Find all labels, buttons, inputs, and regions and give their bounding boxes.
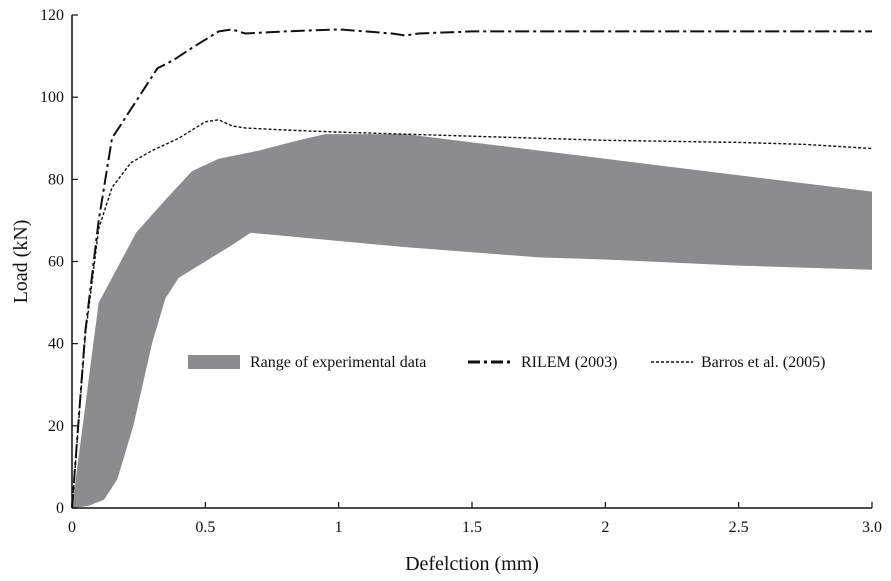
series-line-rilem (71, 28, 872, 509)
ticks-layer: 0 0.5 1 1.5 2 2.5 3.0 0 20 40 60 80 100 120 (40, 7, 882, 536)
y-tick-label: 120 (40, 7, 64, 24)
x-axis-title: Defelction (mm) (405, 553, 539, 575)
y-tick-label: 100 (40, 89, 64, 106)
x-tick-label: 1.5 (462, 519, 482, 536)
y-tick-label: 20 (48, 418, 64, 435)
x-tick-label: 2.5 (729, 519, 749, 536)
y-tick-label: 0 (56, 500, 64, 517)
x-tick-label: 0 (68, 519, 76, 536)
y-tick-label: 60 (48, 254, 64, 271)
legend-label-experimental-range: Range of experimental data (250, 354, 426, 371)
x-tick-label: 0.5 (195, 519, 215, 536)
y-tick-label: 40 (48, 336, 64, 353)
experimental-range-band-layer (72, 134, 872, 508)
series-line-barros (71, 119, 873, 509)
y-tick-label: 80 (48, 171, 64, 188)
x-tick-label: 1 (335, 519, 343, 536)
legend-swatch-experimental-range (188, 355, 240, 369)
legend-label-barros: Barros et al. (2005) (701, 354, 825, 371)
legend: Range of experimental data RILEM (2003) … (188, 354, 825, 371)
y-axis-title: Load (kN) (10, 220, 32, 304)
series-layer (71, 28, 873, 509)
x-tick-label: 3.0 (862, 519, 882, 536)
x-tick-label: 2 (601, 519, 609, 536)
experimental-range-band (72, 134, 872, 508)
legend-label-rilem: RILEM (2003) (521, 354, 617, 371)
